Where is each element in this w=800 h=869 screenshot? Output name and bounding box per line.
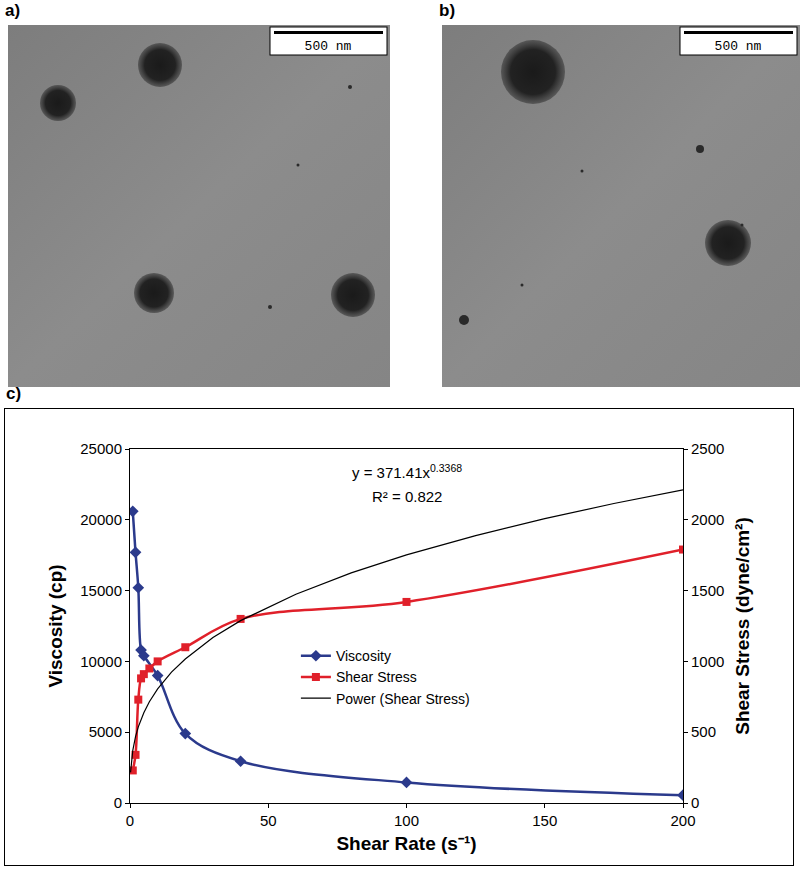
svg-text:R² = 0.822: R² = 0.822: [372, 488, 442, 505]
svg-text:1000: 1000: [691, 653, 724, 670]
svg-text:y = 371.41x​0.3368​: y = 371.41x​0.3368​: [352, 462, 462, 481]
svg-text:Viscosity: Viscosity: [336, 648, 391, 664]
svg-text:Shear Stress (dyne/cm²): Shear Stress (dyne/cm²): [732, 517, 753, 735]
svg-text:500 nm: 500 nm: [715, 39, 762, 54]
svg-text:15000: 15000: [80, 582, 122, 599]
html-text:c): c): [6, 384, 22, 403]
svg-text:100: 100: [394, 812, 419, 829]
svg-text:b): b): [439, 1, 455, 20]
svg-text:0: 0: [691, 794, 699, 811]
svg-text:500 nm: 500 nm: [305, 39, 352, 54]
svg-text:Shear Stress: Shear Stress: [336, 669, 417, 685]
svg-text:Power (Shear Stress): Power (Shear Stress): [336, 691, 470, 707]
svg-text:150: 150: [532, 812, 557, 829]
svg-text:0: 0: [126, 812, 134, 829]
svg-text:Shear Rate (s⁻¹): Shear Rate (s⁻¹): [336, 833, 476, 854]
svg-text:2500: 2500: [691, 440, 724, 457]
svg-text:50: 50: [260, 812, 277, 829]
svg-text:0: 0: [114, 794, 122, 811]
svg-text:5000: 5000: [89, 723, 122, 740]
svg-text:500: 500: [691, 723, 716, 740]
svg-text:a): a): [5, 1, 20, 20]
svg-text:200: 200: [670, 812, 695, 829]
svg-text:25000: 25000: [80, 440, 122, 457]
svg-text:Viscosity (cp): Viscosity (cp): [45, 564, 66, 687]
svg-text:20000: 20000: [80, 511, 122, 528]
svg-text:10000: 10000: [80, 653, 122, 670]
svg-text:2000: 2000: [691, 511, 724, 528]
svg-text:1500: 1500: [691, 582, 724, 599]
